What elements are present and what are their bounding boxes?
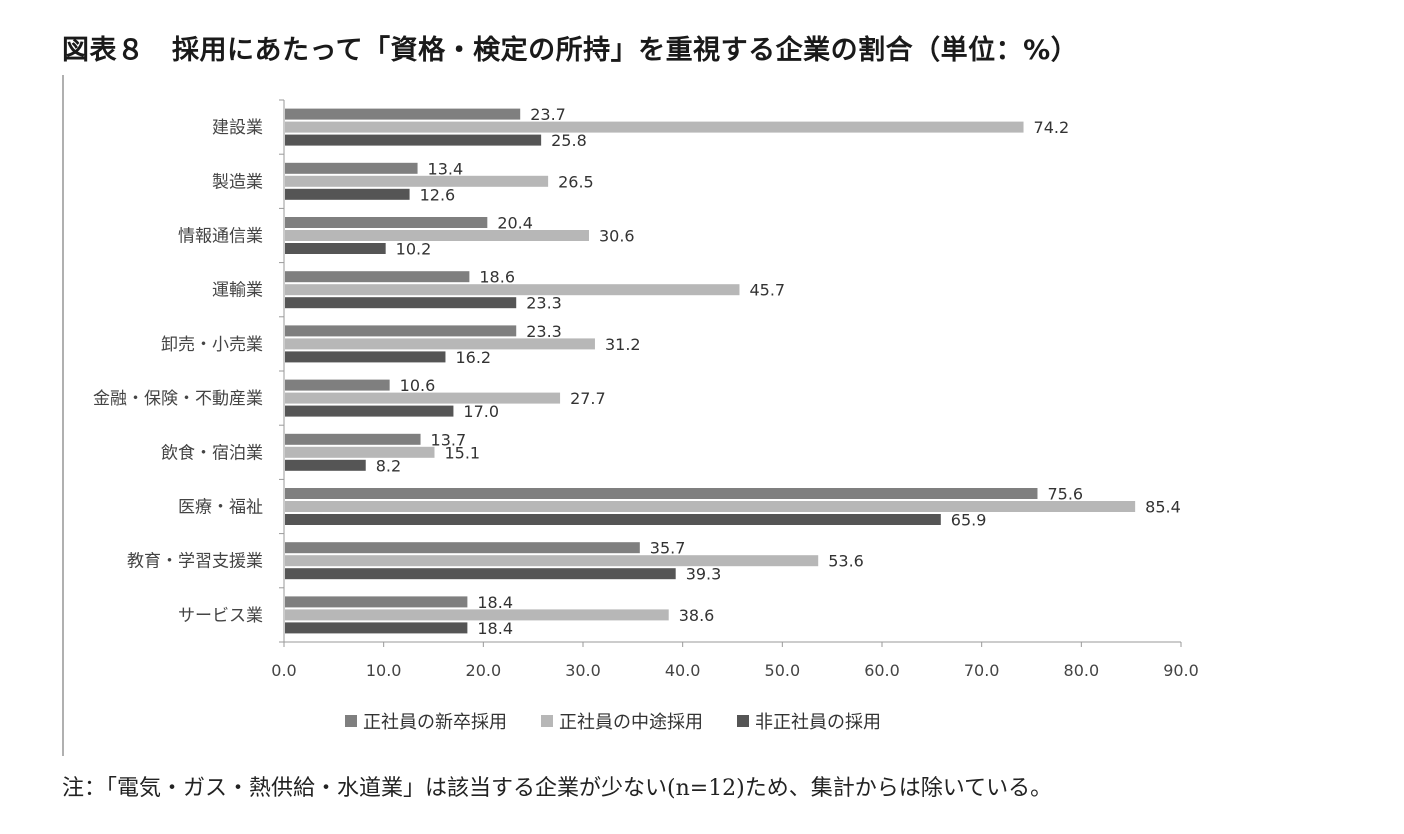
- x-tick-label: 30.0: [565, 661, 601, 680]
- data-label: 85.4: [1145, 498, 1181, 517]
- bar: [285, 501, 1136, 512]
- data-label: 18.4: [477, 593, 513, 612]
- category-label: 情報通信業: [178, 227, 263, 247]
- legend-item-mid-career: 正社員の中途採用: [541, 708, 703, 734]
- legend-item-new-grad: 正社員の新卒採用: [345, 708, 507, 734]
- x-tick-label: 40.0: [665, 661, 701, 680]
- data-label: 45.7: [749, 281, 785, 300]
- bar: [285, 459, 366, 471]
- bar: [285, 243, 386, 254]
- bar: [285, 446, 435, 458]
- x-tick-label: 90.0: [1163, 661, 1199, 680]
- legend-item-non-regular: 非正社員の採用: [737, 708, 881, 734]
- bar: [285, 284, 740, 296]
- bar: [285, 175, 549, 187]
- bar: [285, 514, 941, 525]
- data-label: 18.6: [479, 268, 515, 287]
- bar: [285, 325, 517, 337]
- data-label: 13.7: [431, 430, 467, 449]
- data-label: 10.2: [396, 240, 432, 259]
- data-label: 31.2: [605, 335, 641, 354]
- bar: [285, 351, 446, 363]
- x-tick-label: 0.0: [271, 661, 296, 680]
- x-tick-label: 10.0: [366, 661, 402, 680]
- x-tick-label: 50.0: [765, 661, 801, 680]
- data-label: 38.6: [679, 606, 715, 625]
- bar: [285, 609, 669, 621]
- legend: 正社員の新卒採用 正社員の中途採用 非正社員の採用: [345, 708, 881, 734]
- data-label: 23.3: [526, 294, 562, 313]
- legend-label-new-grad: 正社員の新卒採用: [363, 712, 507, 733]
- category-label: 建設業: [212, 118, 263, 138]
- data-label: 26.5: [558, 172, 594, 191]
- data-label: 39.3: [686, 565, 722, 584]
- data-label: 30.6: [599, 227, 635, 246]
- category-label: 製造業: [212, 172, 263, 192]
- data-label: 17.0: [463, 402, 499, 421]
- data-label: 23.3: [526, 322, 562, 341]
- bar: [285, 230, 589, 241]
- category-label: 医療・福祉: [178, 498, 263, 518]
- bar: [285, 162, 418, 174]
- bar: [285, 217, 488, 228]
- bar: [285, 297, 517, 309]
- data-label: 12.6: [420, 185, 456, 204]
- data-label: 16.2: [455, 348, 491, 367]
- bar: [285, 542, 640, 554]
- data-label: 65.9: [951, 511, 987, 530]
- bar: [285, 188, 410, 200]
- x-tick-label: 80.0: [1064, 661, 1100, 680]
- data-label: 10.6: [400, 376, 436, 395]
- bar: [285, 488, 1038, 499]
- x-tick-label: 60.0: [864, 661, 900, 680]
- page-title: 図表８ 採用にあたって「資格・検定の所持」を重視する企業の割合（単位：%）: [62, 35, 1079, 66]
- legend-swatch-mid-career: [541, 715, 553, 727]
- x-tick-label: 70.0: [964, 661, 1000, 680]
- legend-label-mid-career: 正社員の中途採用: [559, 712, 703, 733]
- data-label: 35.7: [650, 539, 686, 558]
- bar: [285, 134, 542, 146]
- bar: [285, 338, 595, 350]
- frame-divider: [62, 75, 64, 756]
- bar: [285, 433, 421, 445]
- legend-label-non-regular: 非正社員の採用: [755, 712, 881, 733]
- bar: [285, 121, 1024, 133]
- category-label: 飲食・宿泊業: [161, 443, 263, 463]
- data-label: 18.4: [477, 619, 513, 638]
- bar: [285, 568, 676, 580]
- data-label: 27.7: [570, 389, 606, 408]
- legend-swatch-new-grad: [345, 715, 357, 727]
- data-label: 13.4: [428, 159, 464, 178]
- footnote: 注：「電気・ガス・熱供給・水道業」は該当する企業が少ない(n=12)ため、集計か…: [62, 776, 1053, 801]
- bar: [285, 392, 561, 404]
- x-tick-label: 20.0: [466, 661, 502, 680]
- bar: [285, 271, 470, 283]
- bar: [285, 555, 819, 567]
- data-label: 8.2: [376, 456, 401, 475]
- category-label: 運輸業: [212, 281, 263, 301]
- data-label: 74.2: [1034, 118, 1070, 137]
- data-label: 20.4: [497, 214, 533, 233]
- bar: [285, 596, 468, 608]
- legend-swatch-non-regular: [737, 715, 749, 727]
- data-label: 25.8: [551, 131, 587, 150]
- data-label: 15.1: [444, 443, 480, 462]
- data-label: 53.6: [828, 552, 864, 571]
- category-label: 卸売・小売業: [161, 335, 263, 355]
- bar: [285, 379, 390, 391]
- bar: [285, 622, 468, 634]
- bar: [285, 405, 454, 417]
- category-label: 教育・学習支援業: [127, 552, 263, 572]
- data-label: 23.7: [530, 105, 566, 124]
- category-label: 金融・保険・不動産業: [93, 389, 263, 409]
- category-label: サービス業: [178, 606, 263, 626]
- bar: [285, 108, 521, 120]
- data-label: 75.6: [1047, 485, 1083, 504]
